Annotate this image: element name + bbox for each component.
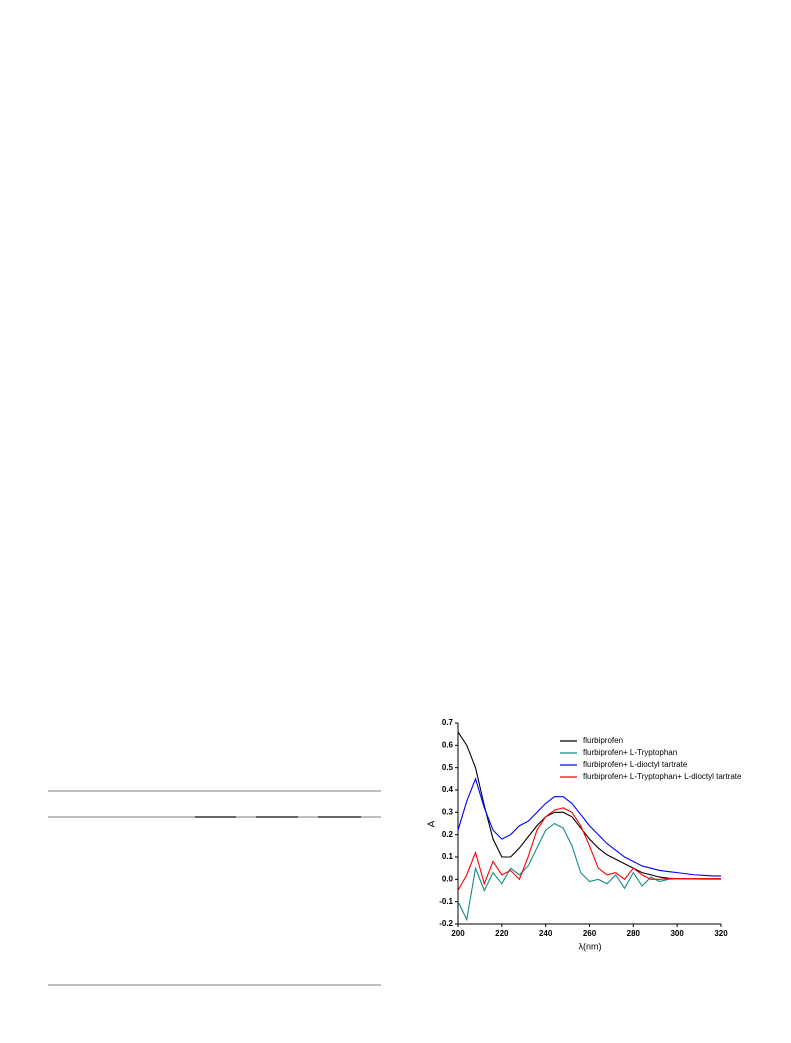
legend-label: flurbiprofen+ L-Tryptophan <box>583 748 677 757</box>
x-tick-label: 300 <box>670 929 684 938</box>
y-tick-label: 0.6 <box>442 740 454 749</box>
x-tick-label: 260 <box>583 929 597 938</box>
chart: A λ(nm) -0.2 -0.1 0.0 0.1 0.2 0.3 0.4 0.5 0.6 0.7… <box>427 718 742 951</box>
series-line <box>457 822 721 922</box>
series-line <box>457 777 721 877</box>
legend-label: flurbiprofen+ L-dioctyl tartrate <box>583 760 688 769</box>
x-tick-label: 200 <box>451 929 465 938</box>
y-tick-label: 0.0 <box>442 874 454 883</box>
x-tick-label: 220 <box>495 929 509 938</box>
y-tick-label: -0.2 <box>439 919 453 928</box>
y-tick-label: 0.5 <box>442 763 454 772</box>
x-axis-label: λ(nm) <box>579 941 602 951</box>
y-tick-label: 0.3 <box>442 807 454 816</box>
x-tick-label: 320 <box>714 929 728 938</box>
x-tick-label: 280 <box>627 929 641 938</box>
legend-label: flurbiprofen+ L-Tryptophan+ L-dioctyl ta… <box>583 772 742 781</box>
y-axis-label: A <box>427 820 438 827</box>
x-tick-label: 240 <box>539 929 553 938</box>
legend-label: flurbiprofen <box>583 736 623 745</box>
y-tick-label: -0.1 <box>439 897 453 906</box>
y-tick-label: 0.1 <box>442 852 454 861</box>
y-tick-label: 0.4 <box>442 785 454 794</box>
y-tick-label: 0.7 <box>442 718 454 727</box>
y-tick-label: 0.2 <box>442 830 454 839</box>
series-line <box>457 807 721 891</box>
